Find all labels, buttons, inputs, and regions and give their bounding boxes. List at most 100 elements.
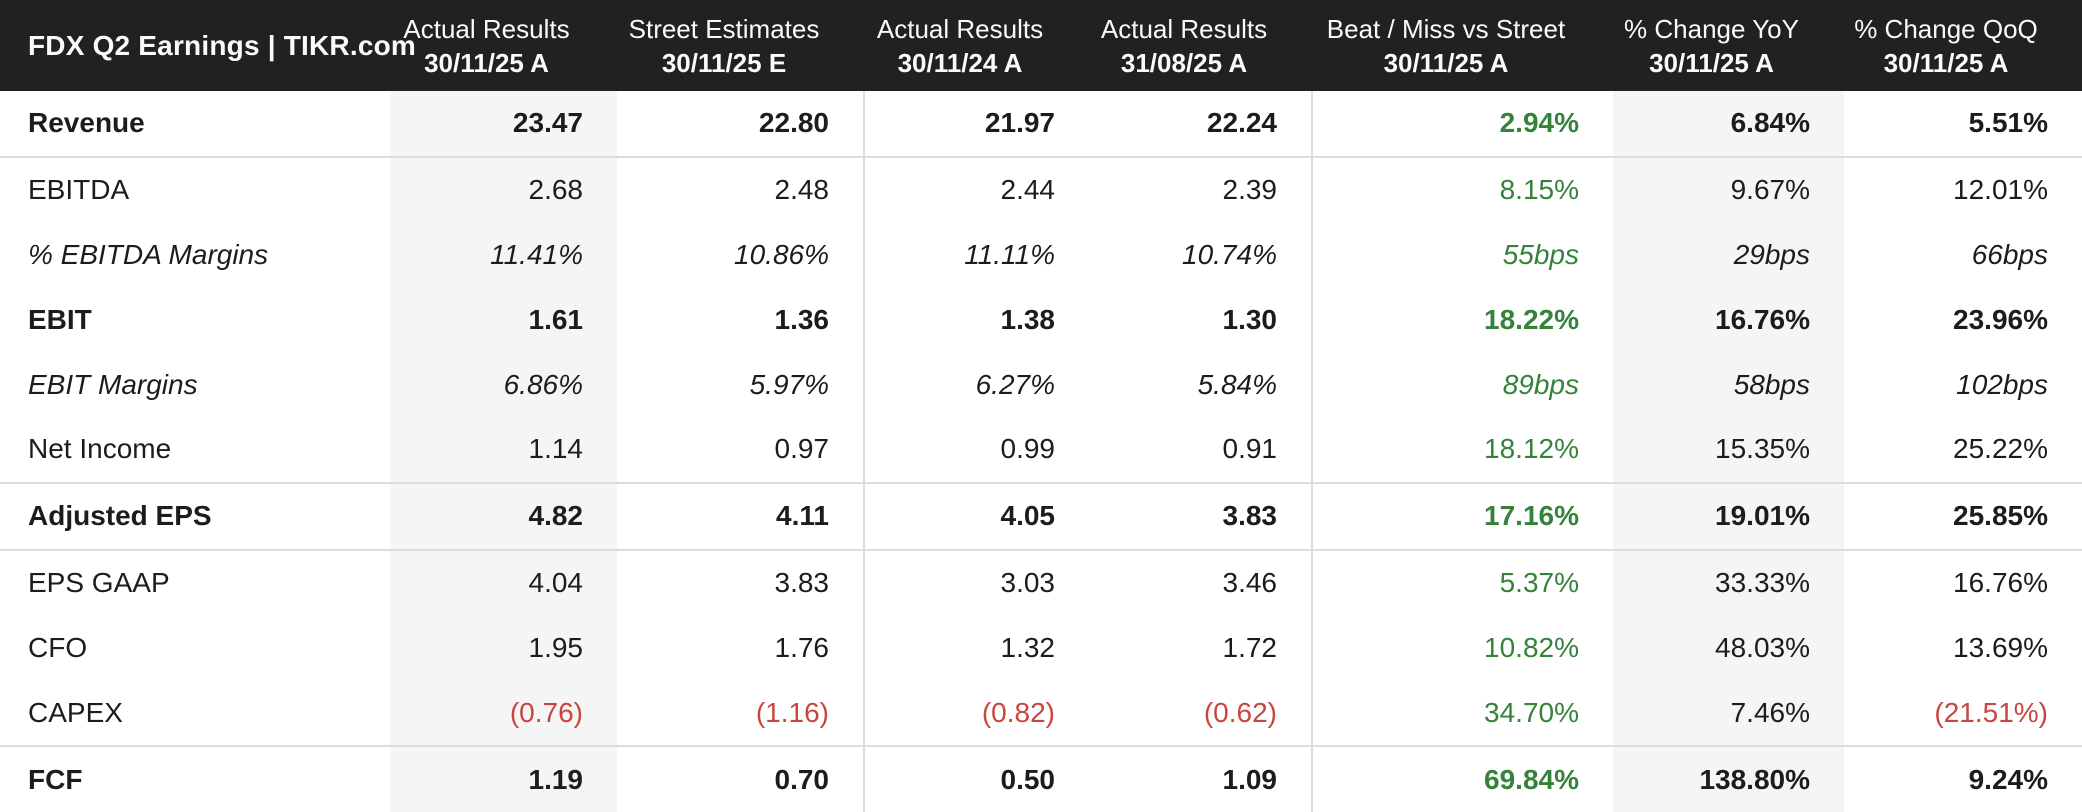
row-label: EBITDA — [28, 174, 130, 206]
header-column-period: 31/08/25 A — [1120, 47, 1248, 78]
header-column: Beat / Miss vs Street 30/11/25 A — [1313, 0, 1613, 91]
value-cell: 66bps — [1971, 239, 2048, 271]
header-column-period: 30/11/25 A — [1383, 47, 1509, 78]
value-cell: 16.76% — [1953, 567, 2048, 599]
header-column-label: Street Estimates — [628, 13, 820, 44]
value-cell: 11.41% — [390, 222, 617, 288]
value-cell: 1.61 — [390, 287, 617, 353]
value-cell: 3.83 — [617, 550, 865, 616]
value-cell: 0.97 — [617, 417, 865, 482]
value-cell: 48.03% — [1613, 615, 1844, 681]
value-cell: 3.46 — [1089, 550, 1313, 616]
value-cell: 22.80 — [617, 91, 865, 156]
value-cell: 29bps — [1613, 222, 1844, 288]
value-cell: 2.68 — [390, 157, 617, 223]
value-cell: 0.70 — [617, 747, 865, 812]
row-label: Net Income — [28, 433, 172, 465]
value-cell: 4.05 — [1000, 500, 1056, 532]
value-cell: 10.74% — [1089, 222, 1313, 288]
header-column-label: Beat / Miss vs Street — [1326, 13, 1566, 44]
value-cell: 4.04 — [390, 550, 617, 616]
header-column: Actual Results 30/11/25 A — [390, 0, 617, 91]
table-title: FDX Q2 Earnings | TIKR.com — [28, 29, 416, 61]
row-label: FCF — [28, 763, 83, 795]
header-column-label: % Change YoY — [1624, 13, 1799, 44]
value-cell: 9.67% — [1613, 157, 1844, 223]
table-row: Adjusted EPS 4.82 4.11 4.05 3.83 17.16% … — [0, 483, 2082, 551]
value-cell: 22.24 — [1089, 91, 1313, 156]
header-column: % Change QoQ 30/11/25 A — [1844, 0, 2082, 91]
value-cell: 25.85% — [1953, 500, 2048, 532]
table-row: % EBITDA Margins 11.41% 10.86% 11.11% 10… — [0, 222, 2082, 288]
row-label: CAPEX — [28, 696, 123, 728]
header-column-label: Actual Results — [403, 13, 570, 44]
value-cell: (0.82) — [981, 696, 1055, 728]
header-column-period: 30/11/25 A — [1883, 47, 2009, 78]
row-label: EBIT Margins — [28, 368, 198, 400]
value-cell: 25.22% — [1953, 433, 2048, 465]
value-cell: 9.24% — [1968, 763, 2048, 795]
value-cell: 1.36 — [617, 287, 865, 353]
value-cell: 8.15% — [1499, 174, 1579, 206]
value-cell: 1.30 — [1089, 287, 1313, 353]
table-row: EBIT Margins 6.86% 5.97% 6.27% 5.84% 89b… — [0, 352, 2082, 418]
value-cell: 69.84% — [1484, 763, 1579, 795]
table-row: EBITDA 2.68 2.48 2.44 2.39 8.15% 9.67% 1… — [0, 157, 2082, 223]
value-cell: 1.32 — [1000, 631, 1056, 663]
table-header: FDX Q2 Earnings | TIKR.com Actual Result… — [0, 0, 2082, 91]
value-cell: 2.44 — [1000, 174, 1056, 206]
value-cell: (0.62) — [1089, 680, 1313, 746]
value-cell: 4.82 — [390, 483, 617, 549]
value-cell: 102bps — [1956, 368, 2048, 400]
header-column: Street Estimates 30/11/25 E — [617, 0, 865, 91]
value-cell: 1.19 — [390, 747, 617, 812]
table-row: EPS GAAP 4.04 3.83 3.03 3.46 5.37% 33.33… — [0, 550, 2082, 616]
table-row: Revenue 23.47 22.80 21.97 22.24 2.94% 6.… — [0, 91, 2082, 158]
value-cell: 3.83 — [1089, 483, 1313, 549]
header-column-label: Actual Results — [1100, 13, 1268, 44]
table-row: CFO 1.95 1.76 1.32 1.72 10.82% 48.03% 13… — [0, 615, 2082, 681]
value-cell: 6.86% — [390, 352, 617, 418]
value-cell: 0.99 — [1000, 433, 1056, 465]
value-cell: 10.82% — [1484, 631, 1579, 663]
value-cell: 1.76 — [617, 615, 865, 681]
value-cell: (0.76) — [390, 680, 617, 746]
value-cell: 7.46% — [1613, 680, 1844, 746]
header-column: Actual Results 30/11/24 A — [865, 0, 1089, 91]
value-cell: 5.97% — [617, 352, 865, 418]
table-row: CAPEX (0.76) (1.16) (0.82) (0.62) 34.70%… — [0, 680, 2082, 748]
value-cell: 0.91 — [1089, 417, 1313, 482]
header-column-period: 30/11/24 A — [897, 47, 1023, 78]
value-cell: 11.11% — [964, 239, 1055, 271]
header-column: % Change YoY 30/11/25 A — [1613, 0, 1844, 91]
value-cell: 16.76% — [1613, 287, 1844, 353]
value-cell: 138.80% — [1613, 747, 1844, 812]
value-cell: 58bps — [1613, 352, 1844, 418]
value-cell: 0.50 — [1000, 763, 1056, 795]
value-cell: 15.35% — [1613, 417, 1844, 482]
value-cell: 18.12% — [1484, 433, 1579, 465]
value-cell: (1.16) — [617, 680, 865, 746]
row-label: EBIT — [28, 303, 92, 335]
value-cell: 55bps — [1502, 239, 1579, 271]
value-cell: 2.48 — [617, 157, 865, 223]
value-cell: 1.14 — [390, 417, 617, 482]
value-cell: 34.70% — [1484, 696, 1579, 728]
row-label: Adjusted EPS — [28, 500, 212, 532]
value-cell: 17.16% — [1484, 500, 1579, 532]
header-column-label: Actual Results — [876, 13, 1044, 44]
table-row: Net Income 1.14 0.97 0.99 0.91 18.12% 15… — [0, 417, 2082, 484]
value-cell: 2.39 — [1089, 157, 1313, 223]
value-cell: 89bps — [1502, 368, 1579, 400]
value-cell: 3.03 — [1000, 567, 1056, 599]
table-row: EBIT 1.61 1.36 1.38 1.30 18.22% 16.76% 2… — [0, 287, 2082, 353]
value-cell: 12.01% — [1953, 174, 2048, 206]
header-column-period: 30/11/25 A — [1649, 47, 1774, 78]
header-column: Actual Results 31/08/25 A — [1089, 0, 1313, 91]
row-label: Revenue — [28, 107, 145, 139]
value-cell: (21.51%) — [1934, 696, 2048, 728]
value-cell: 5.37% — [1499, 567, 1579, 599]
value-cell: 21.97 — [984, 107, 1055, 139]
value-cell: 23.47 — [390, 91, 617, 156]
